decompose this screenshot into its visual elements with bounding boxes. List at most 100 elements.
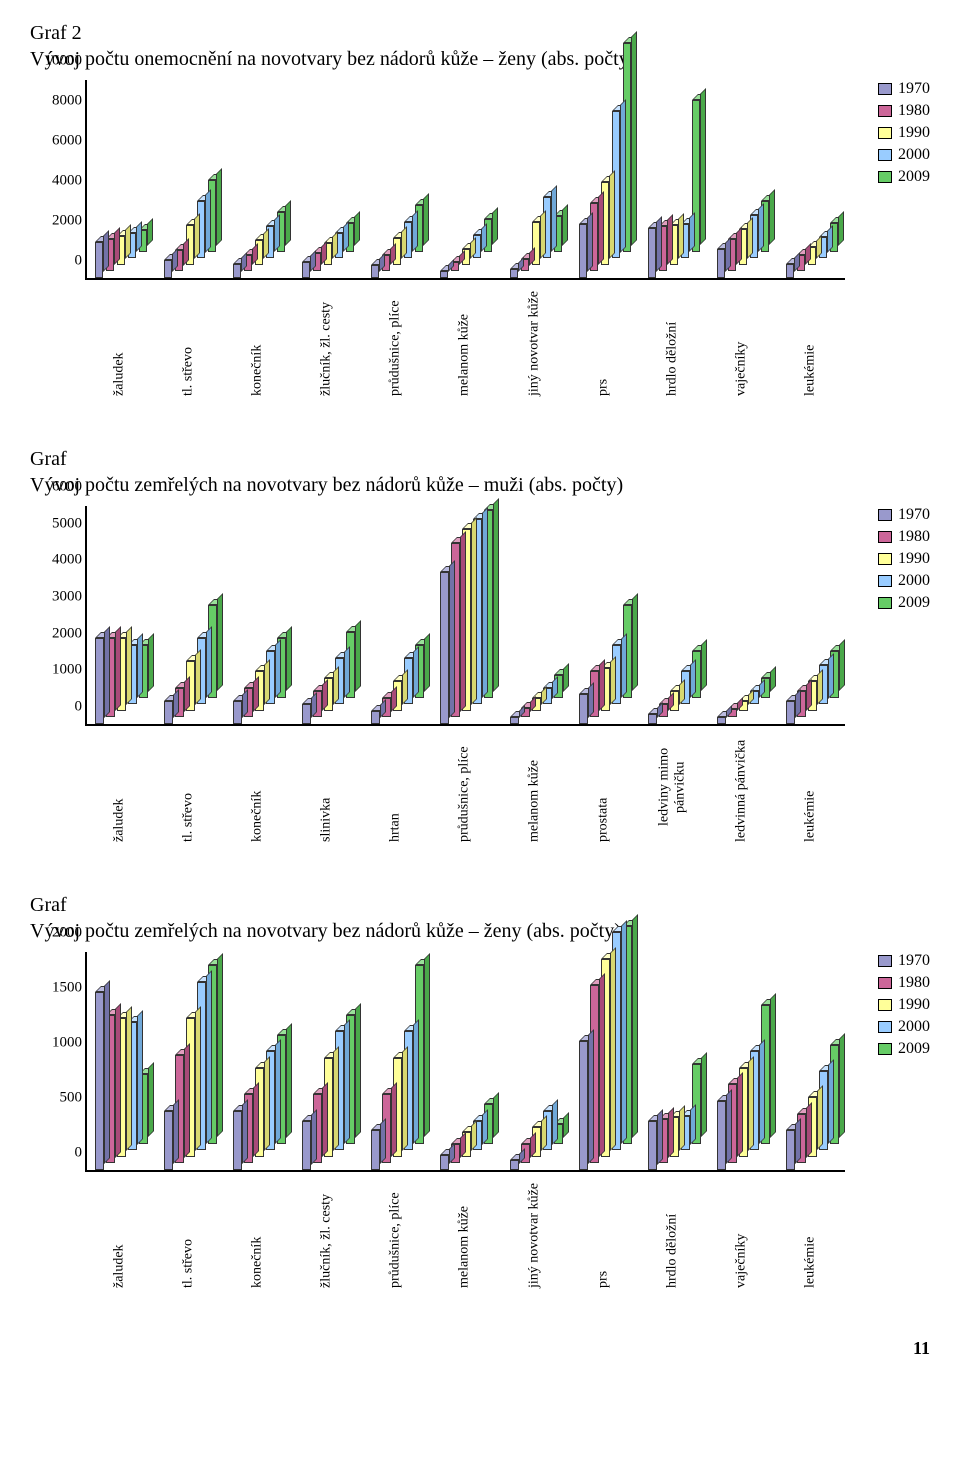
bar [510,1160,519,1170]
bar [302,1121,311,1171]
x-label: žaludek [85,1178,154,1288]
legend-item: 2000 [878,572,930,590]
x-label: melanom kůže [430,1178,499,1288]
legend-swatch [878,955,892,967]
x-label: melanom kůže [430,286,499,396]
legend-item: 1970 [878,952,930,970]
y-tick: 500 [32,1090,82,1107]
x-label: jiný novotvar kůže [500,1178,569,1288]
bar [440,271,448,278]
legend: 19701980199020002009 [878,506,930,616]
x-label: slinivka [292,732,361,842]
legend-item: 1980 [878,528,930,546]
bar [648,1121,657,1171]
legend-label: 2009 [898,1040,930,1058]
bar [95,992,104,1170]
legend-swatch [878,127,892,139]
bar [371,265,379,278]
y-tick: 2000 [32,213,82,230]
x-label: žaludek [85,732,154,842]
x-label: hrdlo děložní [638,286,707,396]
y-tick: 1000 [32,662,82,679]
bar [510,717,519,724]
y-tick: 10000 [32,53,82,70]
bar [579,1041,588,1170]
bar [164,1111,173,1170]
y-tick: 6000 [32,479,82,496]
legend-label: 1970 [898,506,930,524]
bar [440,1155,449,1170]
y-tick: 4000 [32,173,82,190]
x-label: konečník [223,1178,292,1288]
legend-swatch [878,1043,892,1055]
x-label: tl. střevo [154,732,223,842]
legend-swatch [878,531,892,543]
x-label: vaječníky [707,286,776,396]
y-tick: 2000 [32,625,82,642]
legend-label: 1970 [898,80,930,98]
legend-swatch [878,1021,892,1033]
y-tick: 4000 [32,552,82,569]
bar [371,711,380,724]
legend-item: 1980 [878,102,930,120]
chart-title: GrafVývoj počtu zemřelých na novotvary b… [30,892,930,944]
y-tick: 0 [32,253,82,270]
x-label: jiný novotvar kůže [500,286,569,396]
y-tick: 1000 [32,1035,82,1052]
bar [579,224,587,278]
chart-plot: 0200040006000800010000 [85,80,845,280]
x-label: ledvinná pánvička [707,732,776,842]
bar [648,228,656,278]
legend-swatch [878,999,892,1011]
x-label: žlučník, žl. cesty [292,1178,361,1288]
legend-swatch [878,509,892,521]
x-label: tl. střevo [154,1178,223,1288]
x-label: žaludek [85,286,154,396]
bar [233,264,241,278]
legend-label: 1970 [898,952,930,970]
legend-item: 1990 [878,996,930,1014]
bar [786,701,795,724]
legend-label: 1990 [898,996,930,1014]
legend-item: 2009 [878,594,930,612]
legend-swatch [878,149,892,161]
bar [371,1130,380,1170]
y-tick: 6000 [32,133,82,150]
legend-swatch [878,553,892,565]
x-label: leukémie [776,286,845,396]
chart-title: Graf 2Vývoj počtu onemocnění na novotvar… [30,20,930,72]
x-label: prs [569,1178,638,1288]
bar [302,262,310,278]
legend-swatch [878,83,892,95]
x-label: prs [569,286,638,396]
x-label: vaječníky [707,1178,776,1288]
x-label: leukémie [776,732,845,842]
legend-label: 2000 [898,572,930,590]
legend-item: 2000 [878,1018,930,1036]
legend-label: 2000 [898,146,930,164]
y-tick: 5000 [32,515,82,532]
x-label: hrtan [361,732,430,842]
legend-label: 2009 [898,594,930,612]
bar [164,701,173,724]
bar [717,1101,726,1170]
bar [786,264,794,278]
y-tick: 1500 [32,980,82,997]
bar [579,694,588,724]
x-label: průdušnice, plíce [361,286,430,396]
bar [233,701,242,724]
legend-label: 2009 [898,168,930,186]
legend-swatch [878,105,892,117]
x-label: ledviny mimo pánvičku [638,732,707,842]
x-label: tl. střevo [154,286,223,396]
x-label: melanom kůže [500,732,569,842]
x-label: prostata [569,732,638,842]
legend-item: 2009 [878,168,930,186]
legend-label: 1980 [898,528,930,546]
legend: 19701980199020002009 [878,952,930,1062]
chart-title: GrafVývoj počtu zemřelých na novotvary b… [30,446,930,498]
x-label: leukémie [776,1178,845,1288]
bar [510,269,518,278]
legend-label: 1990 [898,124,930,142]
bar [717,717,726,724]
